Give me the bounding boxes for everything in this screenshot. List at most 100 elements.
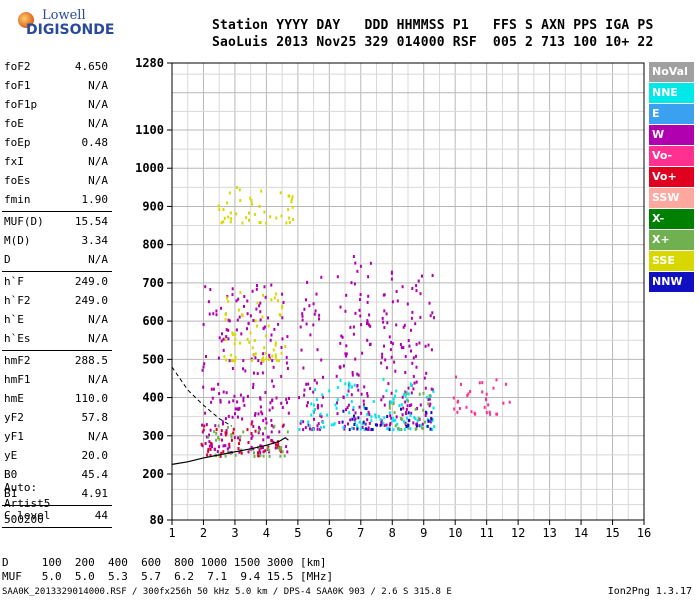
legend-item: E: [649, 104, 694, 125]
data-point: [224, 444, 227, 448]
data-point: [332, 423, 335, 427]
data-point: [282, 423, 285, 427]
data-point: [335, 374, 338, 378]
data-point: [253, 451, 255, 455]
data-point: [339, 366, 342, 370]
y-tick-label: 600: [142, 314, 164, 328]
data-point: [305, 322, 308, 326]
data-point: [345, 344, 348, 348]
chart-traces: [171, 366, 289, 465]
data-point: [409, 404, 411, 407]
data-point: [404, 390, 407, 394]
param-row: foF1 N/A: [2, 77, 110, 96]
data-point: [422, 426, 425, 430]
data-point: [222, 390, 225, 394]
param-row: foE N/A: [2, 115, 110, 134]
data-point: [339, 379, 342, 382]
data-point: [421, 274, 423, 278]
data-point: [251, 359, 254, 362]
data-point: [255, 324, 258, 328]
data-point: [262, 356, 265, 360]
data-point: [258, 427, 261, 431]
data-point: [341, 335, 344, 339]
data-point: [429, 394, 432, 398]
data-point: [205, 435, 208, 439]
param-value: 110.0: [74, 392, 108, 405]
param-row: B0 45.4: [2, 466, 110, 485]
data-point: [224, 338, 227, 342]
data-point: [352, 325, 355, 329]
data-point: [219, 398, 222, 402]
data-point: [258, 454, 261, 458]
data-point: [366, 412, 369, 416]
data-point: [385, 389, 388, 393]
param-name: B1: [4, 487, 18, 500]
data-point: [319, 426, 322, 430]
data-point: [226, 425, 229, 429]
data-point: [343, 427, 346, 431]
data-point: [215, 313, 218, 317]
data-point: [395, 323, 398, 327]
data-point: [204, 442, 207, 445]
data-point: [250, 448, 253, 452]
x-tick-label: 15: [605, 526, 619, 540]
data-point: [412, 374, 415, 378]
data-point: [268, 454, 271, 458]
data-point: [318, 317, 320, 321]
data-point: [262, 454, 265, 458]
data-point: [247, 321, 250, 325]
data-point: [381, 352, 384, 356]
data-point: [344, 352, 347, 356]
data-point: [281, 316, 284, 320]
y-tick-label: 1100: [135, 123, 164, 137]
data-point: [392, 397, 395, 401]
param-row: B1 4.91: [2, 485, 110, 504]
param-separator: [2, 350, 112, 351]
param-row: M(D) 3.34: [2, 232, 110, 251]
data-point: [280, 450, 283, 454]
param-name: foF1: [4, 79, 31, 92]
data-point: [368, 412, 371, 416]
data-point: [258, 204, 261, 208]
data-point: [416, 419, 419, 423]
data-point: [269, 338, 272, 342]
data-point: [357, 373, 360, 377]
data-point: [227, 337, 230, 341]
data-point: [400, 407, 402, 411]
data-point: [387, 382, 390, 386]
data-point: [363, 385, 366, 389]
data-point: [272, 348, 275, 352]
data-point: [285, 361, 288, 365]
data-point: [385, 366, 388, 370]
data-point: [218, 208, 221, 212]
param-name: M(D): [4, 234, 31, 247]
param-value: 249.0: [74, 294, 108, 307]
data-point: [431, 428, 434, 432]
data-point: [223, 216, 226, 220]
data-point: [345, 352, 348, 356]
param-name: D: [4, 253, 11, 266]
data-point: [277, 443, 280, 447]
data-point: [389, 421, 392, 425]
data-point: [410, 316, 413, 320]
data-point: [246, 394, 249, 398]
data-point: [383, 344, 385, 348]
data-point: [254, 429, 257, 433]
data-point: [265, 421, 268, 425]
chart-axes: 1 2 3 4 5 6 7 8 9 10 11 12 13 14 15 1680200300400500600…: [135, 56, 651, 540]
data-point: [350, 393, 353, 397]
data-point: [360, 427, 363, 431]
data-point: [207, 435, 210, 439]
data-point: [374, 413, 377, 417]
data-point: [233, 342, 236, 346]
data-point: [280, 401, 283, 405]
data-point: [406, 398, 408, 402]
data-point: [238, 450, 241, 454]
data-point: [390, 277, 393, 281]
data-point: [307, 423, 310, 427]
data-point: [394, 418, 397, 422]
data-point: [286, 450, 289, 454]
legend-item: Vo-: [649, 146, 694, 167]
data-point: [270, 418, 273, 422]
param-row: MUF(D) 15.54: [2, 213, 110, 232]
